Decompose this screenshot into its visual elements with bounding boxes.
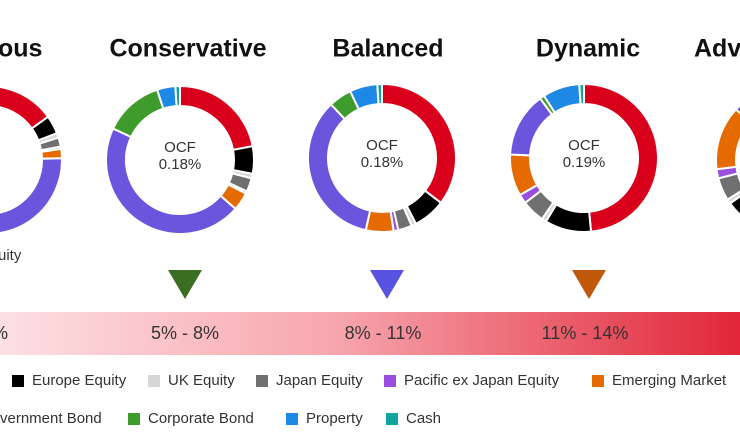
legend-swatch xyxy=(592,375,604,387)
legend-swatch xyxy=(286,413,298,425)
ocf-value: 0.19% xyxy=(563,154,606,171)
risk-marker xyxy=(572,270,606,299)
ocf-label: OCF xyxy=(568,137,600,154)
risk-band-label: 11% - 14% xyxy=(542,323,629,343)
chart-title: Conservative xyxy=(109,35,266,63)
legend-label: Cash xyxy=(406,410,441,427)
chart-title: Adv xyxy=(694,35,740,63)
risk-marker xyxy=(168,270,202,299)
donut-slice xyxy=(578,82,585,106)
donut-slice xyxy=(376,82,383,106)
donut-slice xyxy=(0,157,63,234)
legend-swatch xyxy=(386,413,398,425)
ocf-label: OCF xyxy=(164,139,196,156)
annotation: uity xyxy=(0,247,22,264)
risk-band xyxy=(0,312,740,355)
risk-band-label: % xyxy=(0,323,8,343)
donut-slice xyxy=(734,104,740,115)
legend-label: vernment Bond xyxy=(0,410,102,427)
donut-slice xyxy=(583,82,659,233)
ocf-label: OCF xyxy=(366,137,398,154)
ocf-value: 0.18% xyxy=(159,156,202,173)
chart-title: Balanced xyxy=(332,35,443,63)
legend-label: Corporate Bond xyxy=(148,410,254,427)
chart-title: ous xyxy=(0,35,42,63)
legend-swatch xyxy=(12,375,24,387)
legend-swatch xyxy=(148,375,160,387)
donut-slice xyxy=(111,88,165,139)
risk-marker xyxy=(370,270,404,299)
legend-label: Japan Equity xyxy=(276,372,363,389)
legend-label: Emerging Market xyxy=(612,372,727,389)
donut-slice xyxy=(174,84,181,108)
risk-band-label: 8% - 11% xyxy=(345,323,422,343)
legend-label: Europe Equity xyxy=(32,372,127,389)
legend-label: Pacific ex Japan Equity xyxy=(404,372,560,389)
donut-slice xyxy=(715,107,740,171)
legend-swatch xyxy=(128,413,140,425)
ocf-value: 0.18% xyxy=(361,154,404,171)
risk-band-label: 5% - 8% xyxy=(151,323,219,343)
legend-swatch xyxy=(384,375,396,387)
legend-label: Property xyxy=(306,410,363,427)
chart-title: Dynamic xyxy=(536,35,640,63)
legend-swatch xyxy=(256,375,268,387)
legend-label: UK Equity xyxy=(168,372,235,389)
